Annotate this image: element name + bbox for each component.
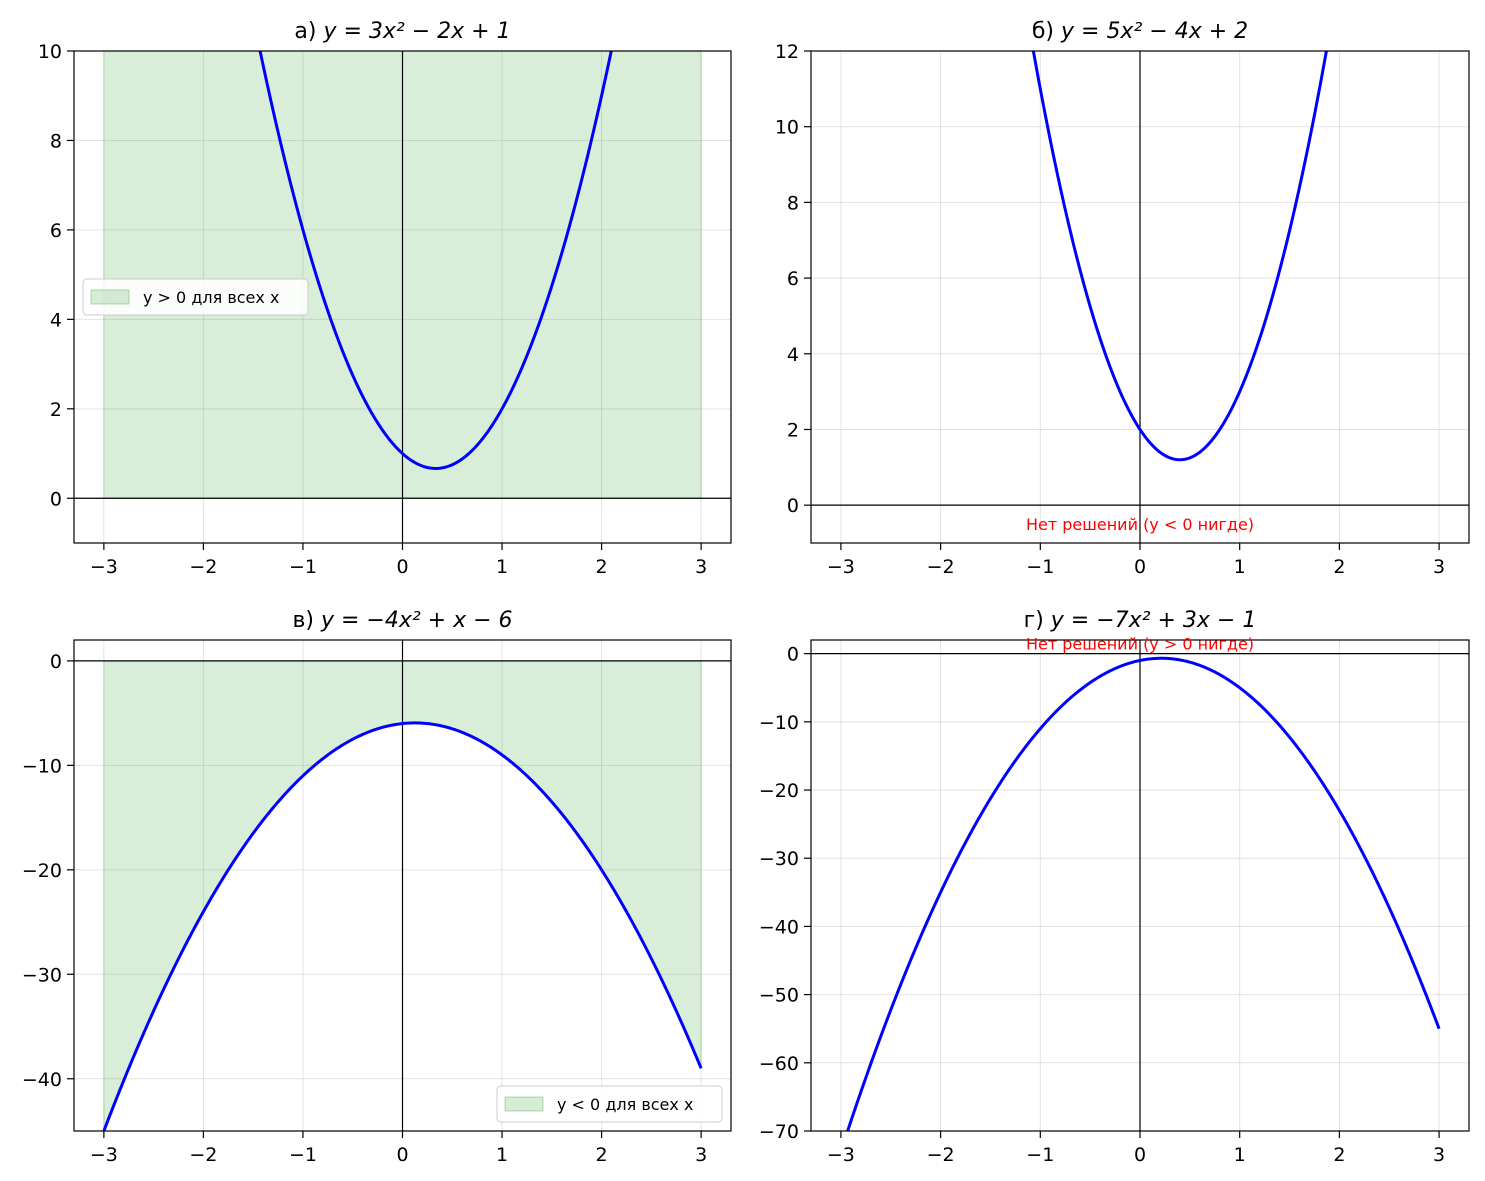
chart-b-title: б) y = 5x² − 4x + 2 bbox=[1032, 19, 1248, 44]
chart-v-legend: y < 0 для всех x bbox=[496, 1085, 723, 1123]
chart-v-y-tick-label-1: −30 bbox=[22, 964, 62, 986]
chart-b-series-line bbox=[1031, 51, 1328, 462]
chart-v-x-tick-label-4: 1 bbox=[496, 1144, 508, 1166]
chart-g-x-tick-label-0: −3 bbox=[827, 1144, 855, 1166]
chart-v-title: в) y = −4x² + x − 6 bbox=[292, 608, 512, 633]
chart-g-y-tick-label-7: 0 bbox=[787, 644, 799, 666]
chart-b-x-tick-label-4: 1 bbox=[1234, 556, 1246, 578]
chart-v-legend-swatch bbox=[504, 1096, 544, 1112]
chart-g-x-tick-label-1: −2 bbox=[927, 1144, 955, 1166]
chart-v-y-tick-label-0: −40 bbox=[22, 1069, 62, 1091]
chart-g-x-tick-label-5: 2 bbox=[1333, 1144, 1345, 1166]
chart-b-y-tick-label-1: 2 bbox=[787, 419, 799, 441]
chart-b-y-tick-label-3: 6 bbox=[787, 268, 799, 290]
chart-g-series-line bbox=[846, 656, 1441, 1131]
chart-b-x-tick-label-3: 0 bbox=[1134, 556, 1146, 578]
chart-a-y-tick-label-1: 2 bbox=[50, 399, 62, 421]
chart-a-legend-label: y > 0 для всех x bbox=[143, 288, 279, 307]
chart-b-annotation: Нет решений (y < 0 нигде) bbox=[1026, 515, 1254, 534]
chart-a-y-tick-label-2: 4 bbox=[50, 309, 62, 331]
chart-a-x-tick-label-5: 2 bbox=[596, 556, 608, 578]
chart-a-y-tick-label-0: 0 bbox=[50, 488, 62, 510]
chart-b-y-tick-label-6: 12 bbox=[775, 41, 799, 63]
chart-b-x-tick-label-5: 2 bbox=[1333, 556, 1345, 578]
chart-b-y-tick-label-0: 0 bbox=[787, 495, 799, 517]
chart-v-x-tick-label-1: −2 bbox=[189, 1144, 217, 1166]
chart-a-y-tick-label-3: 6 bbox=[50, 220, 62, 242]
chart-g-x-tick-label-2: −1 bbox=[1026, 1144, 1054, 1166]
chart-g-annotation: Нет решений (y > 0 нигде) bbox=[1026, 634, 1254, 653]
chart-a-series-line bbox=[258, 51, 613, 470]
chart-v-x-tick-label-6: 3 bbox=[695, 1144, 707, 1166]
chart-b-x-tick-label-1: −2 bbox=[927, 556, 955, 578]
chart-a-legend-swatch bbox=[90, 289, 130, 305]
chart-a-x-tick-label-1: −2 bbox=[189, 556, 217, 578]
chart-b-y-tick-label-2: 4 bbox=[787, 344, 799, 366]
chart-a-x-tick-label-3: 0 bbox=[396, 556, 408, 578]
chart-b-x-tick-label-0: −3 bbox=[827, 556, 855, 578]
chart-a: −3 −2 −1 0 1 2 3 0 2 4 6 8 10 а) y = 3x² − 2x + 1 y > … bbox=[38, 19, 732, 578]
chart-g-y-tick-label-2: −50 bbox=[759, 985, 799, 1007]
chart-b-x-tick-label-6: 3 bbox=[1433, 556, 1445, 578]
chart-a-legend: y > 0 для всех x bbox=[82, 278, 309, 316]
chart-g-x-tick-label-6: 3 bbox=[1433, 1144, 1445, 1166]
chart-b-plot-content bbox=[811, 51, 1469, 543]
chart-b-y-tick-label-4: 8 bbox=[787, 192, 799, 214]
chart-a-x-tick-label-4: 1 bbox=[496, 556, 508, 578]
chart-g-y-tick-label-6: −10 bbox=[759, 712, 799, 734]
chart-a-x-tick-label-0: −3 bbox=[90, 556, 118, 578]
chart-g-title: г) y = −7x² + 3x − 1 bbox=[1024, 608, 1257, 633]
chart-a-x-tick-label-2: −1 bbox=[289, 556, 317, 578]
chart-g-x-tick-label-4: 1 bbox=[1234, 1144, 1246, 1166]
chart-v-plot-content bbox=[74, 640, 731, 1131]
chart-g-plot-content bbox=[811, 640, 1469, 1131]
chart-b-x-tick-label-2: −1 bbox=[1026, 556, 1054, 578]
chart-v-series-line bbox=[102, 721, 703, 1131]
chart-g-y-tick-label-3: −40 bbox=[759, 916, 799, 938]
chart-v-legend-box bbox=[496, 1085, 723, 1123]
chart-g-y-tick-label-1: −60 bbox=[759, 1053, 799, 1075]
chart-a-x-tick-label-6: 3 bbox=[695, 556, 707, 578]
chart-v-legend-label: y < 0 для всех x bbox=[557, 1095, 693, 1114]
chart-g-y-tick-label-0: −70 bbox=[759, 1121, 799, 1143]
chart-a-y-tick-label-4: 8 bbox=[50, 130, 62, 152]
chart-a-y-tick-label-5: 10 bbox=[38, 41, 62, 63]
chart-v-y-tick-label-4: 0 bbox=[50, 651, 62, 673]
chart-b-y-tick-label-5: 10 bbox=[775, 117, 799, 139]
chart-v-x-tick-label-5: 2 bbox=[596, 1144, 608, 1166]
chart-g-y-tick-label-5: −20 bbox=[759, 780, 799, 802]
chart-v-x-tick-label-0: −3 bbox=[90, 1144, 118, 1166]
chart-v-x-tick-label-2: −1 bbox=[289, 1144, 317, 1166]
chart-g-y-tick-label-4: −30 bbox=[759, 848, 799, 870]
chart-a-title: а) y = 3x² − 2x + 1 bbox=[294, 19, 510, 44]
chart-v-x-tick-label-3: 0 bbox=[396, 1144, 408, 1166]
chart-v-y-tick-label-3: −10 bbox=[22, 755, 62, 777]
chart-a-legend-box bbox=[82, 278, 309, 316]
chart-v-y-tick-label-2: −20 bbox=[22, 860, 62, 882]
chart-g-x-tick-label-3: 0 bbox=[1134, 1144, 1146, 1166]
chart-a-plot-content bbox=[74, 51, 731, 543]
